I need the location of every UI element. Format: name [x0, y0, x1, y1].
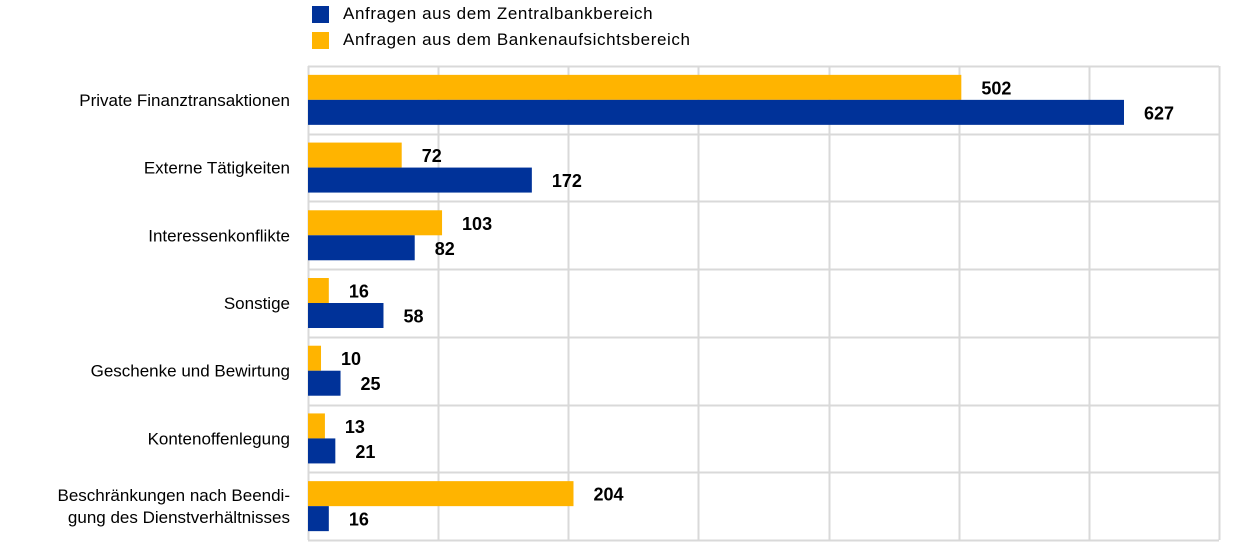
value-label-zentralbank: 16	[349, 510, 369, 530]
value-label-zentralbank: 58	[403, 307, 423, 327]
value-label-zentralbank: 82	[435, 239, 455, 259]
value-label-bankenaufsicht: 103	[462, 214, 492, 234]
bar-zentralbank	[308, 506, 329, 532]
value-label-zentralbank: 25	[361, 374, 381, 394]
value-label-bankenaufsicht: 10	[341, 349, 361, 369]
bar-zentralbank	[308, 303, 384, 328]
bar-zentralbank	[308, 167, 532, 193]
value-label-bankenaufsicht: 502	[981, 78, 1011, 98]
bar-zentralbank	[308, 438, 336, 464]
bar-zentralbank	[308, 235, 415, 261]
value-label-zentralbank: 21	[355, 442, 375, 462]
value-label-zentralbank: 172	[552, 171, 582, 191]
category-label: Private Finanztransaktionen	[79, 91, 290, 110]
value-label-bankenaufsicht: 13	[345, 417, 365, 437]
bar-bankenaufsicht	[308, 210, 443, 236]
legend-label-zentralbank: Anfragen aus dem Zentralbankbereich	[343, 4, 654, 23]
bar-bankenaufsicht	[308, 278, 329, 303]
category-label: Interessenkonflikte	[148, 226, 290, 245]
value-label-bankenaufsicht: 72	[422, 146, 442, 166]
category-label: Geschenke und Bewirtung	[91, 362, 290, 381]
category-label: Kontenoffenlegung	[148, 429, 290, 448]
legend-label-bankenaufsicht: Anfragen aus dem Bankenaufsichtsbereich	[343, 30, 691, 49]
value-label-bankenaufsicht: 16	[349, 282, 369, 302]
bar-bankenaufsicht	[308, 345, 322, 371]
category-label: Sonstige	[224, 294, 290, 313]
legend-swatch-bankenaufsicht	[312, 32, 329, 49]
category-label: Externe Tätigkeiten	[144, 159, 290, 178]
bar-bankenaufsicht	[308, 74, 962, 100]
bar-bankenaufsicht	[308, 142, 402, 168]
category-label: Beschränkungen nach Beendi-gung des Dien…	[58, 486, 291, 527]
bar-zentralbank	[308, 370, 341, 396]
bar-zentralbank	[308, 99, 1124, 125]
bar-bankenaufsicht	[308, 481, 574, 507]
legend-swatch-zentralbank	[312, 6, 329, 23]
value-label-bankenaufsicht: 204	[593, 485, 623, 505]
value-label-zentralbank: 627	[1144, 103, 1174, 123]
bar-bankenaufsicht	[308, 413, 325, 439]
